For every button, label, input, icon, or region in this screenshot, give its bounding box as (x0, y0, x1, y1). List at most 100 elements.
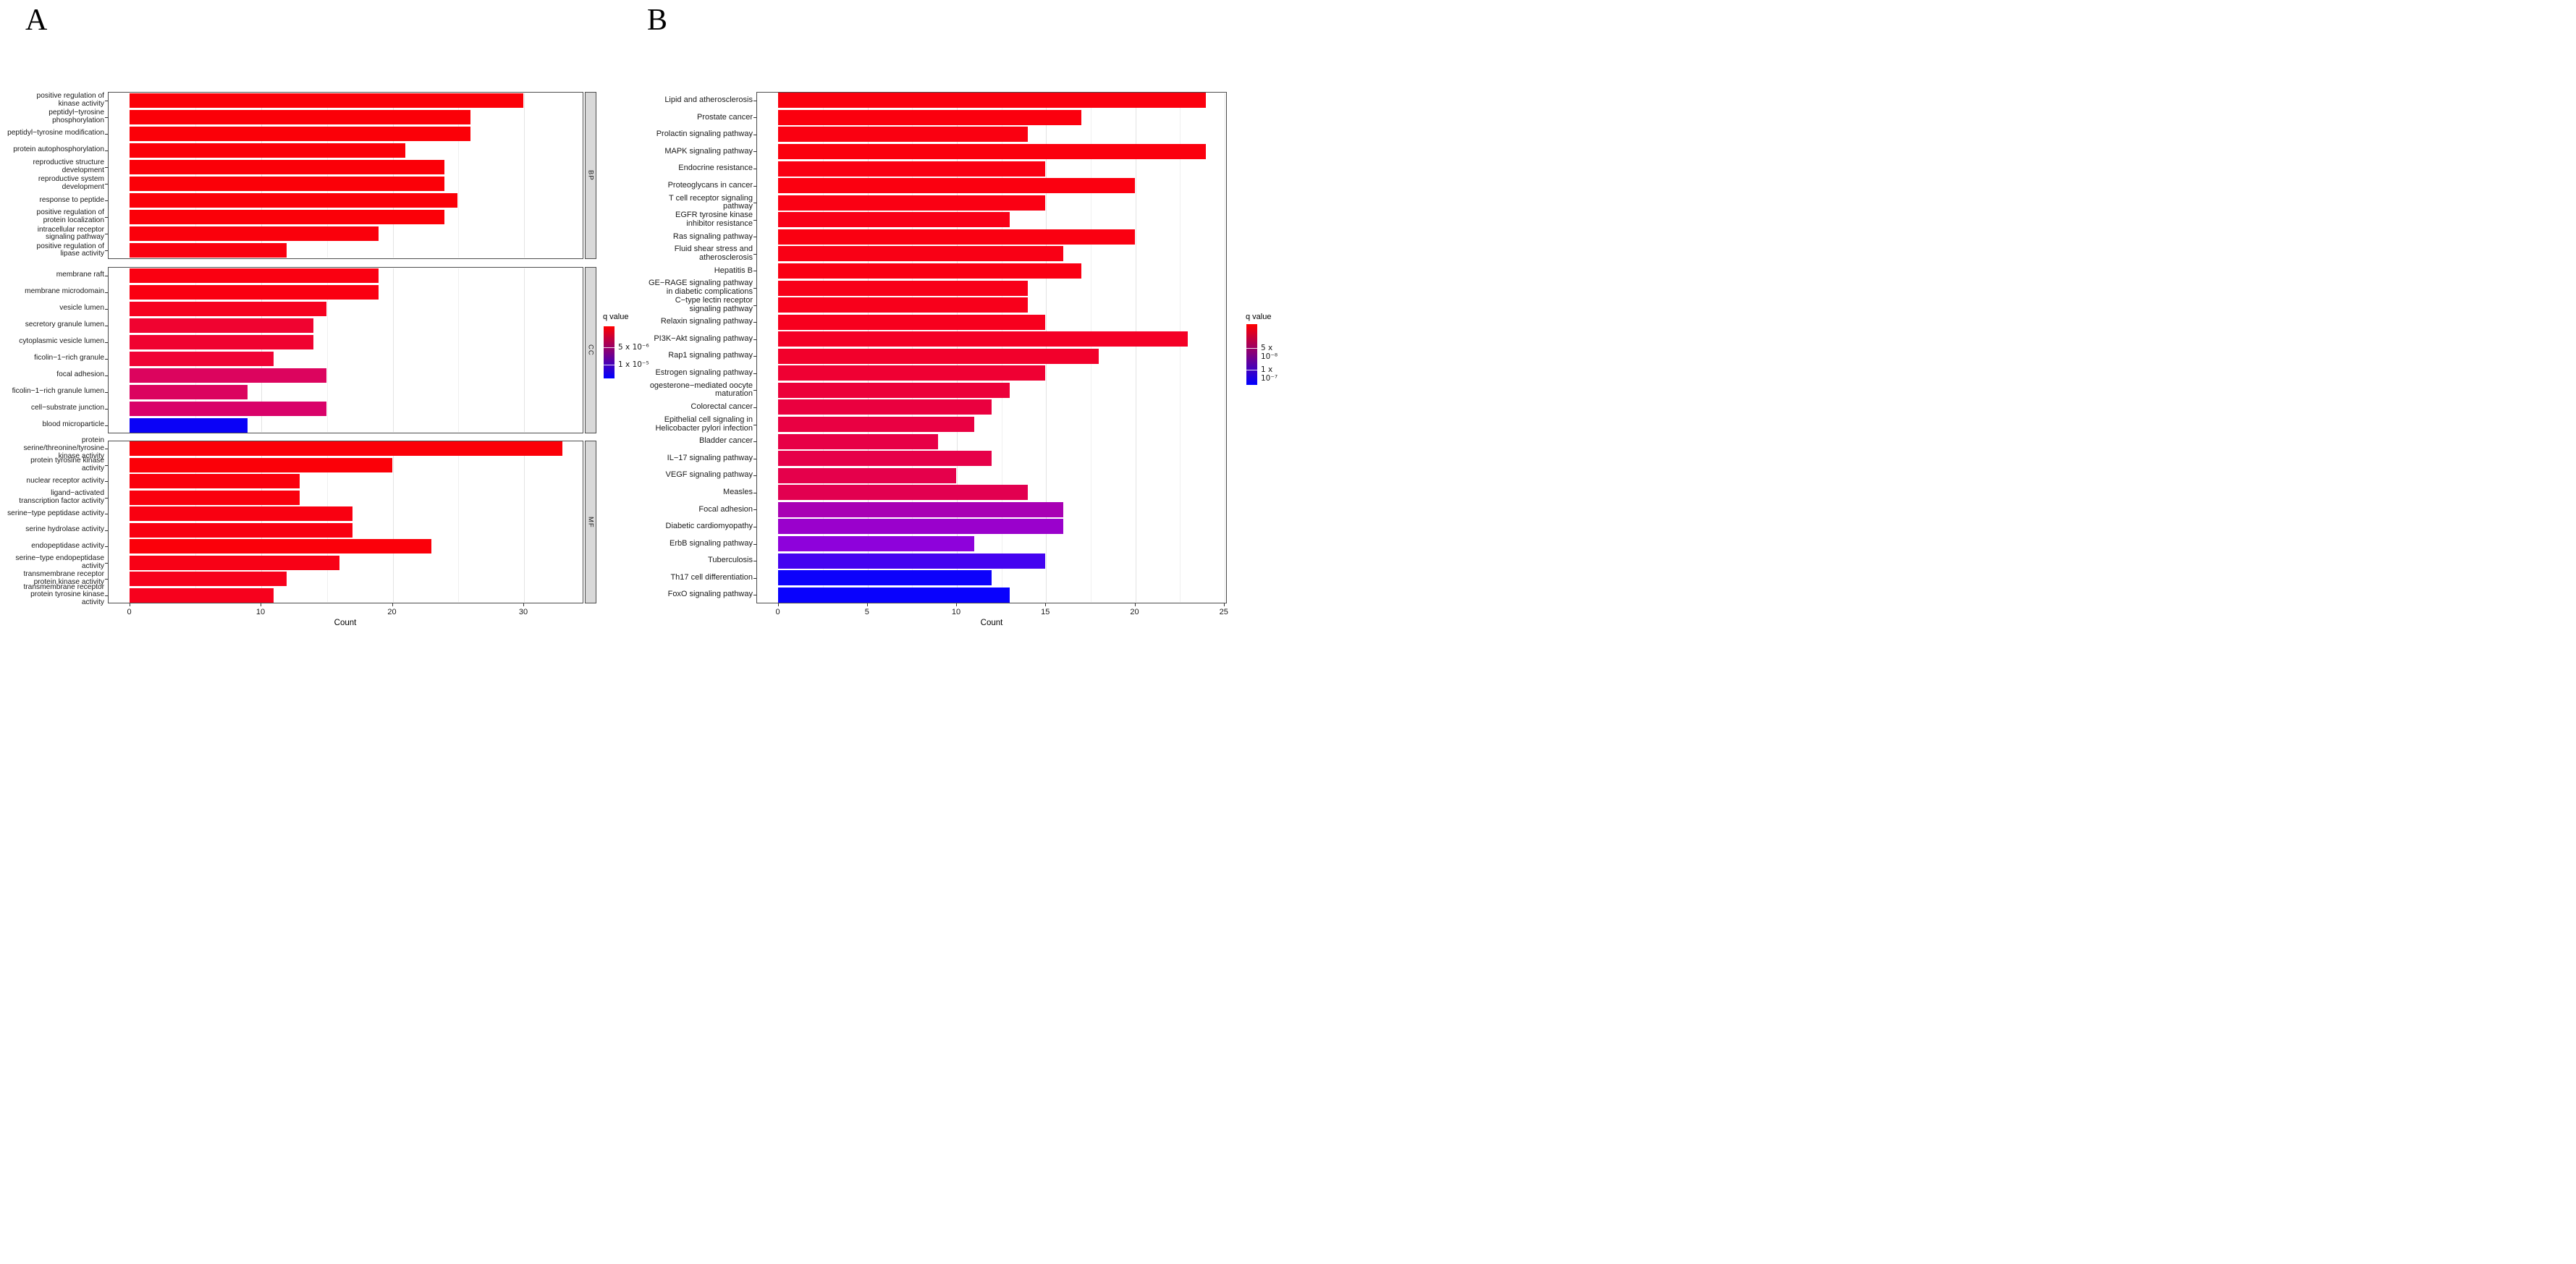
y-axis-tick (753, 253, 756, 255)
bar (129, 318, 313, 333)
bar (129, 268, 379, 283)
category-label: Endocrine resistance (678, 164, 753, 173)
y-axis-tick (105, 562, 108, 564)
bar (129, 109, 471, 124)
x-axis-tick-label: 15 (1041, 608, 1050, 616)
category-label: Relaxin signaling pathway (660, 317, 753, 326)
major-gridline (392, 268, 394, 432)
y-axis-tick (105, 308, 108, 310)
category-label: serine−type endopeptidase activity (15, 553, 104, 570)
category-label: Lipid and atherosclerosis (664, 95, 753, 104)
y-axis-tick (753, 219, 756, 221)
category-label: C−type lectin receptor signaling pathway (675, 295, 753, 313)
category-label: ficolin−1−rich granule lumen (12, 387, 104, 396)
facet-strip-cc-label: CC (586, 344, 595, 356)
minor-gridline (326, 93, 328, 258)
category-label: Estrogen signaling pathway (655, 368, 753, 378)
minor-gridline (912, 93, 913, 602)
bar (777, 143, 1207, 159)
y-axis-tick (753, 407, 756, 408)
category-label: Diabetic cardiomyopathy (665, 522, 753, 531)
y-axis-tick (753, 339, 756, 340)
category-label: Bladder cancer (699, 436, 753, 446)
bar (129, 334, 313, 349)
facet-strip-mf: MF (585, 441, 596, 603)
bar (777, 365, 1046, 381)
category-label: FoxO signaling pathway (667, 590, 753, 599)
y-axis-tick (753, 441, 756, 443)
minor-gridline (195, 93, 197, 258)
bar (129, 284, 379, 300)
y-axis-tick (105, 217, 108, 219)
category-label: MAPK signaling pathway (664, 146, 753, 156)
bar (777, 178, 1135, 194)
category-label: ficolin−1−rich granule (34, 354, 104, 362)
category-label: Focal adhesion (698, 504, 753, 514)
x-axis-tick-label: 0 (775, 608, 780, 616)
bar (777, 263, 1081, 279)
minor-gridline (1180, 93, 1181, 602)
bar (129, 490, 300, 505)
category-label: Hepatitis B (714, 266, 753, 275)
facet-strip-cc: CC (585, 267, 596, 433)
category-label: Rap1 signaling pathway (668, 351, 753, 360)
x-axis-tick (866, 603, 868, 606)
bar (777, 485, 1028, 501)
legend-a-label-lower: 1 x 10⁻⁵ (618, 360, 649, 369)
category-label: Colorectal cancer (691, 402, 753, 412)
category-label: transmembrane receptor protein kinase ac… (23, 570, 104, 587)
bar (129, 401, 326, 416)
y-axis-tick (753, 509, 756, 511)
bar (777, 519, 1063, 535)
bar (129, 417, 248, 433)
category-label: Ras signaling pathway (672, 232, 753, 241)
bar (777, 382, 1010, 398)
category-label: blood microparticle (42, 420, 105, 429)
category-label: peptidyl−tyrosine modification (7, 129, 104, 137)
category-label: ogesterone−mediated oocyte maturation (649, 381, 753, 399)
category-label: Measles (723, 488, 753, 497)
y-axis-tick (105, 595, 108, 596)
y-axis-tick (753, 390, 756, 391)
bar (777, 433, 939, 449)
category-label: secretory granule lumen (25, 321, 104, 329)
x-axis-tick-label: 20 (387, 608, 397, 616)
category-label: serine hydrolase activity (25, 525, 104, 534)
y-axis-tick (753, 151, 756, 153)
category-label: positive regulation of protein localizat… (36, 208, 104, 225)
y-axis-tick (105, 292, 108, 293)
category-label: transmembrane receptor protein tyrosine … (23, 582, 104, 607)
category-label: EGFR tyrosine kinase inhibitor resistanc… (675, 211, 753, 228)
bar (129, 457, 392, 472)
bar (129, 243, 287, 258)
bar (129, 506, 353, 522)
major-gridline (1046, 93, 1047, 602)
category-label: intracellular receptor signaling pathway (37, 225, 104, 242)
x-axis-tick-label: 30 (518, 608, 528, 616)
category-label: Fluid shear stress and atherosclerosis (674, 245, 753, 262)
legend-a-label-upper: 5 x 10⁻⁶ (618, 343, 649, 352)
legend-a-colorbar (604, 326, 615, 378)
y-axis-tick (105, 530, 108, 531)
bar (129, 126, 471, 141)
x-axis-tick (1223, 603, 1225, 606)
bar (777, 587, 1010, 603)
bar (777, 161, 1046, 177)
major-gridline (524, 268, 525, 432)
x-axis-tick-label: 5 (864, 608, 869, 616)
panel-a-letter: A (25, 4, 48, 37)
bar (777, 127, 1028, 143)
y-axis-tick (753, 356, 756, 357)
x-axis-tick (392, 603, 393, 606)
bar (777, 229, 1135, 245)
y-axis-tick (753, 543, 756, 545)
bar (777, 280, 1028, 296)
bar (129, 441, 563, 457)
category-label: VEGF signaling pathway (665, 470, 753, 480)
y-axis-tick (105, 166, 108, 168)
category-label: Prolactin signaling pathway (656, 130, 753, 139)
bar (777, 417, 974, 433)
x-axis-tick-label: 20 (1130, 608, 1139, 616)
category-label: response to peptide (39, 195, 105, 204)
bar (777, 297, 1028, 313)
